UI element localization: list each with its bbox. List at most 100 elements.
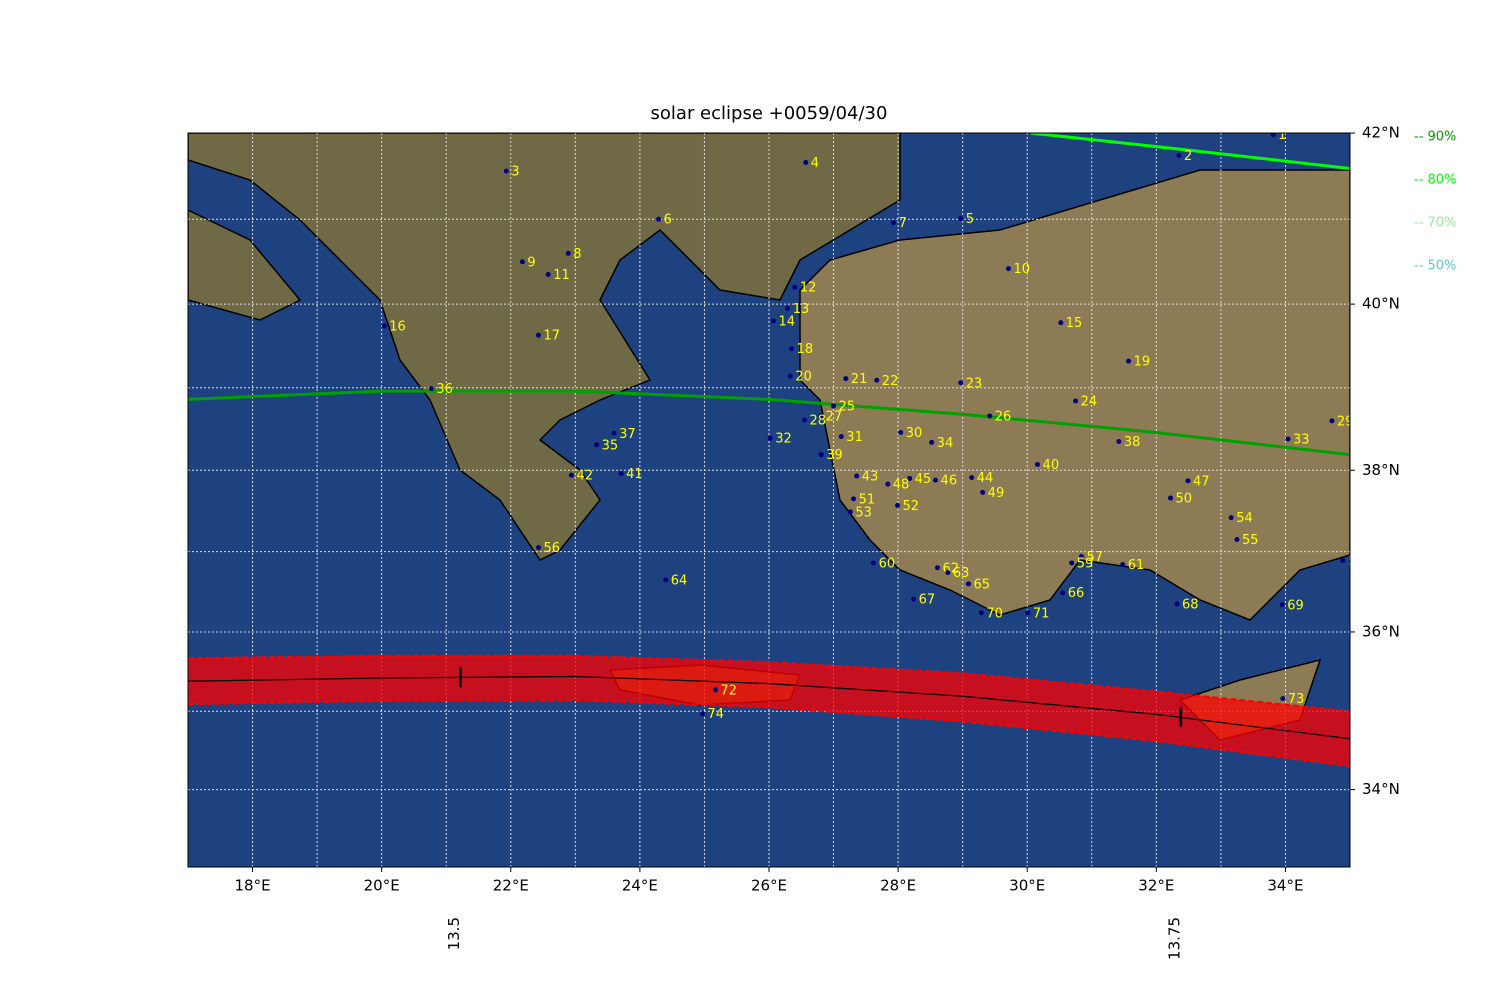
place-label: 67 bbox=[919, 593, 936, 608]
place-dot bbox=[911, 596, 917, 602]
place-dot bbox=[656, 216, 662, 222]
place-label: 43 bbox=[862, 469, 879, 484]
place-dot bbox=[1126, 358, 1132, 364]
place-label: 63 bbox=[953, 566, 970, 581]
y-tick-label: 40°N bbox=[1362, 295, 1400, 313]
place-label: 15 bbox=[1066, 316, 1083, 331]
place-dot bbox=[1168, 495, 1174, 501]
place-label: 3 bbox=[511, 165, 519, 180]
place-dot bbox=[802, 417, 808, 423]
place-dot bbox=[700, 711, 706, 717]
x-tick-label: 26°E bbox=[751, 877, 787, 895]
place-dot bbox=[536, 332, 542, 338]
place-dot bbox=[1270, 133, 1276, 138]
place-label: 19 bbox=[1134, 355, 1151, 370]
place-label: 10 bbox=[1014, 262, 1031, 277]
place-label: 24 bbox=[1081, 395, 1098, 410]
place-label: 14 bbox=[779, 314, 796, 329]
place-label: 74 bbox=[708, 707, 725, 722]
place-label: 8 bbox=[573, 247, 581, 262]
place-dot bbox=[1185, 478, 1191, 484]
map-title: solar eclipse +0059/04/30 bbox=[651, 103, 888, 124]
place-dot bbox=[536, 545, 542, 551]
place-label: 35 bbox=[602, 438, 619, 453]
place-dot bbox=[545, 272, 551, 278]
place-label: 17 bbox=[544, 329, 561, 344]
y-tick-label: 36°N bbox=[1362, 622, 1400, 640]
place-dot bbox=[789, 346, 795, 352]
place-label: 60 bbox=[879, 556, 896, 571]
place-dot bbox=[898, 429, 904, 435]
place-label: 26 bbox=[995, 409, 1012, 424]
place-label: 58 bbox=[1348, 554, 1365, 569]
place-label: 46 bbox=[941, 474, 958, 489]
place-label: 41 bbox=[626, 467, 643, 482]
place-dot bbox=[929, 439, 935, 445]
place-label: 69 bbox=[1287, 598, 1304, 613]
place-dot bbox=[712, 687, 718, 693]
place-dot bbox=[818, 413, 824, 419]
place-dot bbox=[978, 610, 984, 616]
place-dot bbox=[1069, 560, 1075, 566]
x-tick-label: 22°E bbox=[493, 877, 529, 895]
eclipse-band bbox=[188, 655, 1350, 767]
place-label: 40 bbox=[1043, 458, 1060, 473]
place-dot bbox=[874, 377, 880, 383]
place-dot bbox=[1228, 515, 1234, 521]
place-dot bbox=[958, 215, 964, 221]
place-label: 12 bbox=[800, 281, 817, 296]
place-label: 9 bbox=[527, 255, 535, 270]
place-label: 57 bbox=[1086, 550, 1103, 565]
place-label: 34 bbox=[937, 436, 954, 451]
place-label: 21 bbox=[851, 372, 868, 387]
place-label: 44 bbox=[977, 471, 994, 486]
place-label: 13 bbox=[793, 302, 810, 317]
land-italy bbox=[188, 209, 302, 321]
legend-entry: -- 50% bbox=[1414, 259, 1456, 274]
place-dot bbox=[891, 220, 897, 226]
place-label: 23 bbox=[966, 376, 983, 391]
place-dot bbox=[1279, 602, 1285, 608]
place-dot bbox=[565, 250, 571, 256]
place-label: 28 bbox=[810, 414, 827, 429]
place-label: 39 bbox=[826, 448, 843, 463]
place-dot bbox=[885, 481, 891, 487]
place-dot bbox=[428, 386, 434, 392]
place-dot bbox=[933, 477, 939, 483]
place-dot bbox=[1176, 153, 1182, 159]
place-label: 70 bbox=[986, 606, 1003, 621]
place-dot bbox=[969, 475, 975, 481]
land-anatolia bbox=[799, 169, 1350, 621]
place-label: 32 bbox=[775, 432, 792, 447]
x-tick-label: 32°E bbox=[1138, 877, 1174, 895]
place-dot bbox=[1025, 610, 1031, 616]
place-label: 73 bbox=[1288, 692, 1305, 707]
place-dot bbox=[792, 284, 798, 290]
time-label: 13.5 bbox=[445, 917, 463, 950]
place-label: 30 bbox=[906, 426, 923, 441]
place-dot bbox=[1058, 320, 1064, 326]
place-label: 49 bbox=[988, 486, 1005, 501]
place-dot bbox=[965, 581, 971, 587]
land-balkans bbox=[188, 133, 901, 561]
place-dot bbox=[618, 471, 624, 477]
place-dot bbox=[785, 305, 791, 311]
place-label: 11 bbox=[553, 268, 570, 283]
place-label: 50 bbox=[1176, 492, 1193, 507]
place-dot bbox=[958, 380, 964, 386]
place-label: 48 bbox=[893, 478, 910, 493]
place-dot bbox=[945, 570, 951, 576]
place-label: 65 bbox=[973, 577, 990, 592]
place-label: 29 bbox=[1337, 414, 1354, 429]
place-label: 16 bbox=[389, 319, 406, 334]
place-dot bbox=[907, 475, 913, 481]
legend-entry: -- 90% bbox=[1414, 130, 1456, 145]
place-dot bbox=[1078, 553, 1084, 559]
place-label: 53 bbox=[855, 505, 872, 520]
place-label: 59 bbox=[1077, 556, 1094, 571]
x-tick-label: 20°E bbox=[364, 877, 400, 895]
place-dot bbox=[831, 403, 837, 409]
place-dot bbox=[1073, 398, 1079, 404]
